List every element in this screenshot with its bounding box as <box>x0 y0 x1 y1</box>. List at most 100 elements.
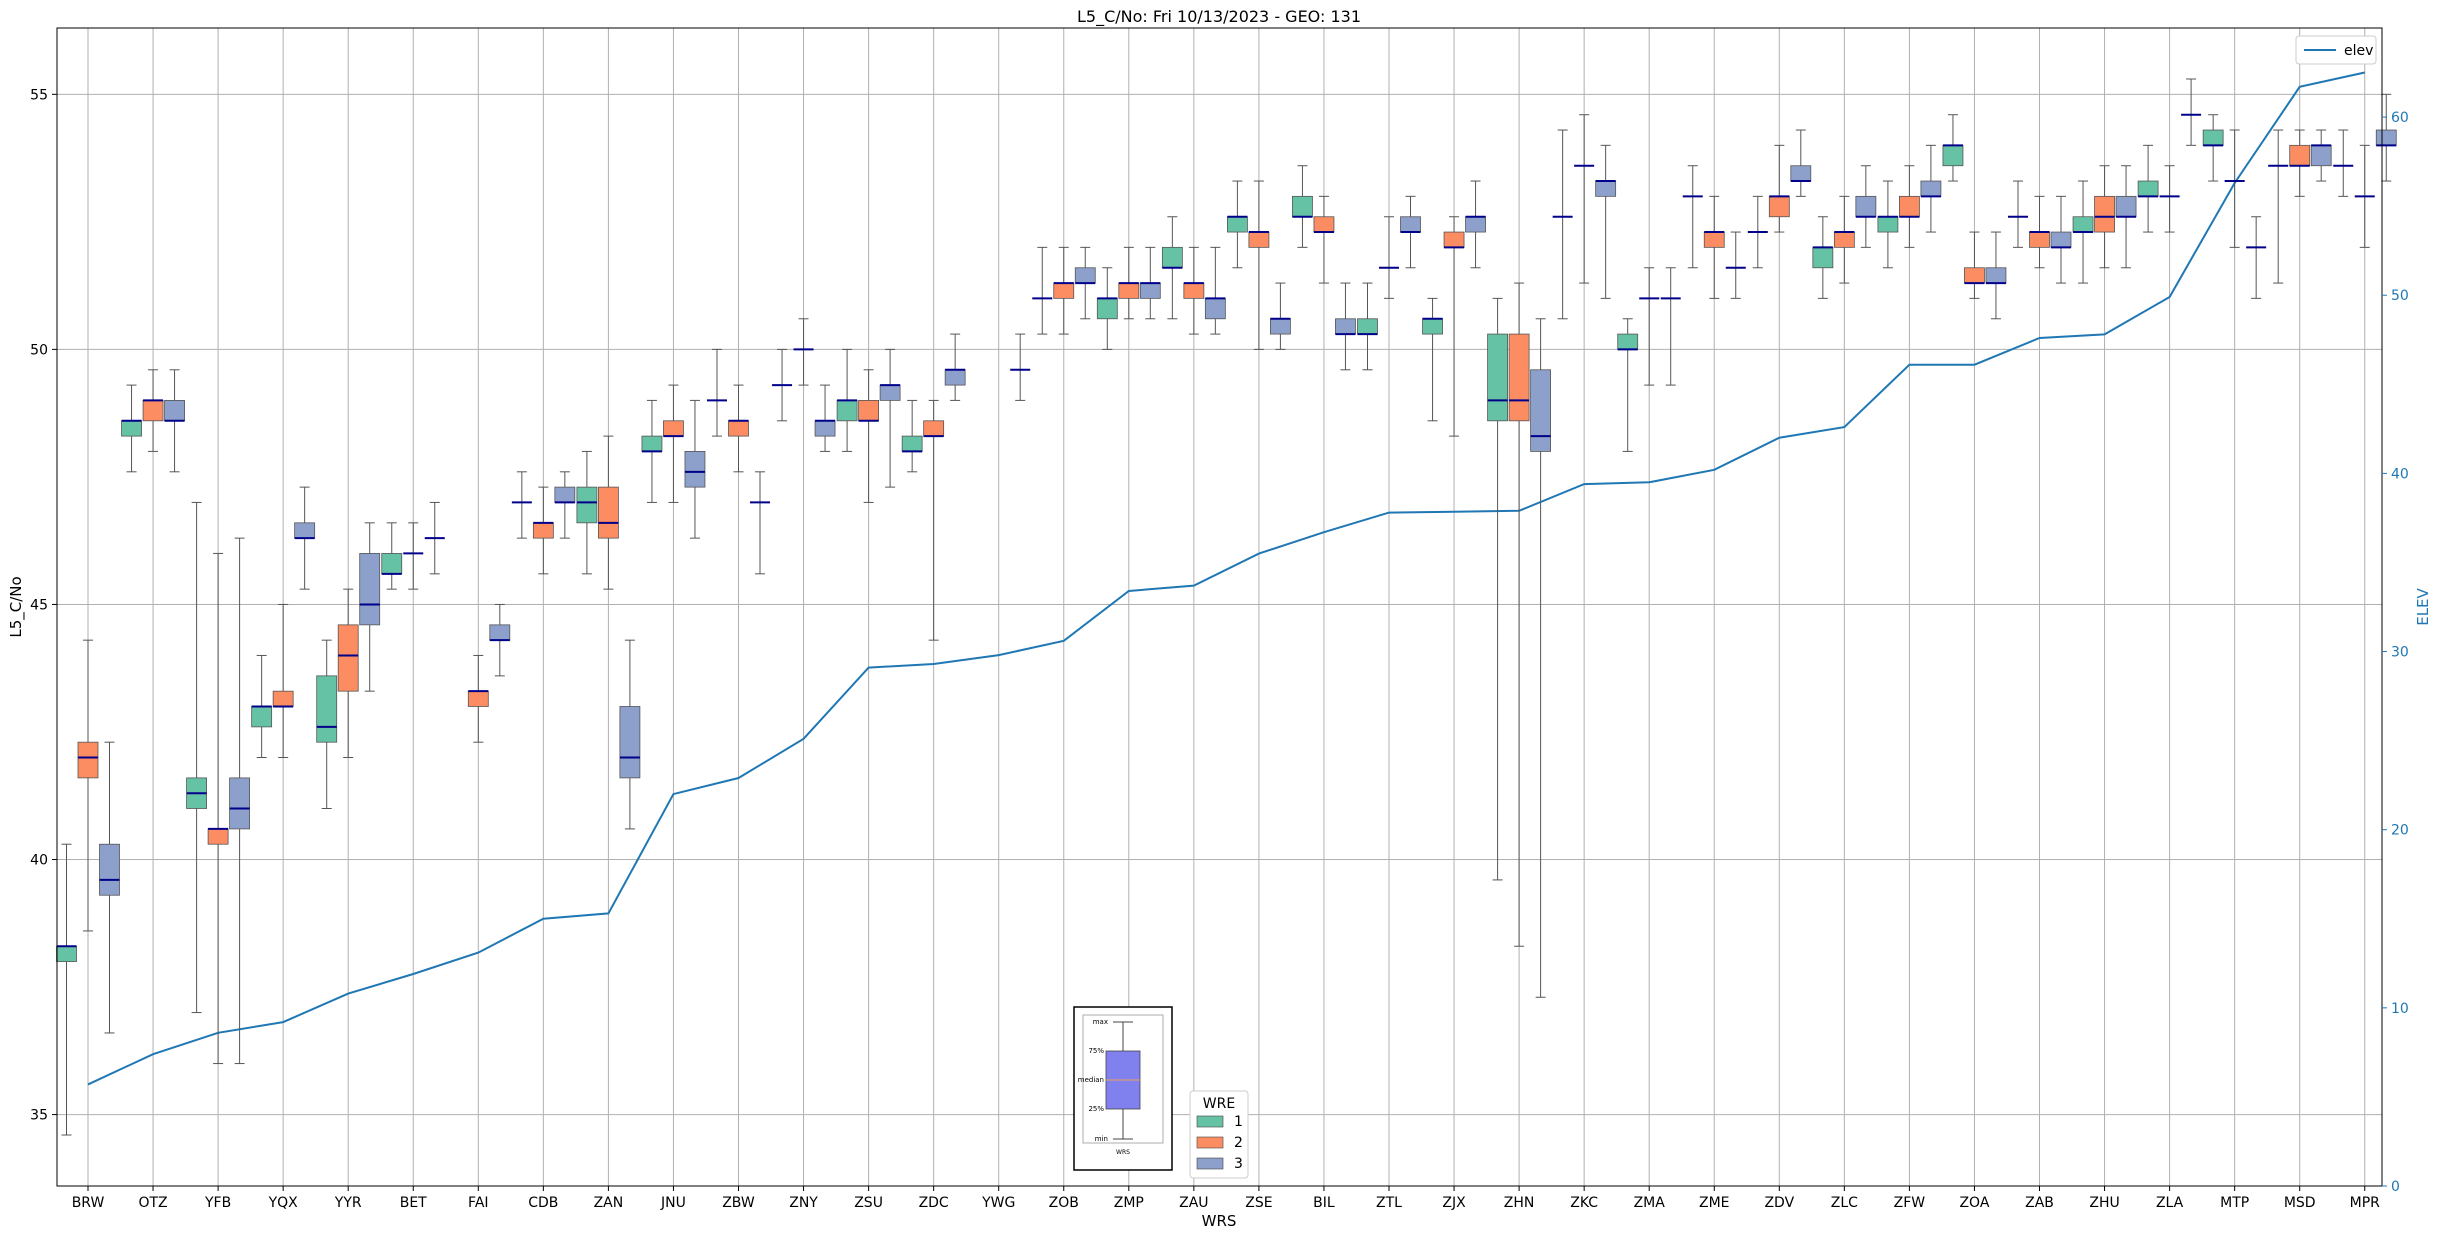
box-MSD-wre3 <box>2310 129 2332 182</box>
box-iqr <box>2137 180 2159 197</box>
box-iqr <box>1292 195 1313 218</box>
x-tick-label: ZLA <box>2156 1195 2184 1211</box>
box-YYR-wre2 <box>337 588 359 758</box>
box-BIL-wre3 <box>1335 282 1356 371</box>
x-tick-label: ZDV <box>1764 1195 1794 1211</box>
box-iqr <box>1812 246 1834 269</box>
box-iqr <box>272 690 294 707</box>
box-ZFW-wre2 <box>1899 165 1920 248</box>
y2-tick-label: 50 <box>2391 288 2409 304</box>
box-iqr <box>1595 180 1617 197</box>
box-iqr <box>1357 318 1378 335</box>
box-iqr <box>1833 231 1855 248</box>
box-ZAN-wre3 <box>619 639 641 830</box>
box-ZOA-wre2 <box>1964 231 1985 299</box>
box-iqr <box>2050 231 2072 248</box>
box-ZHU-wre2 <box>2094 165 2115 269</box>
box-BRW-wre2 <box>77 639 99 932</box>
box-iqr <box>1443 231 1465 248</box>
box-iqr <box>337 624 359 692</box>
box-iqr <box>684 451 706 488</box>
x-tick-label: ZFW <box>1894 1195 1926 1211</box>
y2-axis: 0 10 20 30 40 50 60 <box>2382 110 2409 1195</box>
box-OTZ-wre1 <box>121 384 142 473</box>
boxplot-key-inset: max 75% median 25% min WRS <box>1073 1006 1173 1171</box>
box-iqr <box>532 522 554 539</box>
box-OTZ-wre2 <box>142 369 164 452</box>
box-iqr <box>2289 144 2311 167</box>
box-YFB-wre2 <box>207 552 229 1065</box>
box-JNU-wre1 <box>641 399 663 503</box>
box-BIL-wre1 <box>1292 165 1313 248</box>
box-ZMP-wre2 <box>1118 246 1140 320</box>
box-iqr <box>1270 318 1291 335</box>
box-iqr <box>1703 231 1725 248</box>
box-iqr <box>1204 297 1226 320</box>
wre-legend-swatch-3 <box>1196 1157 1224 1170</box>
box-iqr <box>1118 282 1140 299</box>
x-tick-label: ZDC <box>919 1195 949 1211</box>
box-ZHN-wre1 <box>1487 297 1508 881</box>
x-tick-label: ZMP <box>1114 1195 1144 1211</box>
box-iqr <box>728 420 749 437</box>
y2-tick-label: 60 <box>2391 110 2409 126</box>
box-iqr <box>1530 369 1551 452</box>
box-iqr <box>1985 267 2007 284</box>
wre-legend-label-2: 2 <box>1234 1135 1243 1151</box>
box-iqr <box>1248 231 1270 248</box>
x-axis-label: WRS <box>1202 1212 1237 1230</box>
plot-frame <box>56 27 2383 1187</box>
box-MTP-wre1 <box>2202 114 2224 182</box>
x-tick-label: ZHN <box>1504 1195 1535 1211</box>
x-tick-label: ZHU <box>2089 1195 2119 1211</box>
box-ZLC-wre2 <box>1833 195 1855 284</box>
box-ZAB-wre2 <box>2029 195 2050 269</box>
box-iqr <box>229 777 251 830</box>
box-YQX-wre2 <box>272 603 294 758</box>
x-tick-label: ZOB <box>1049 1195 1079 1211</box>
x-tick-label: MPR <box>2350 1195 2381 1211</box>
box-iqr <box>1855 195 1877 218</box>
box-iqr <box>2029 231 2050 248</box>
box-ZDV-wre3 <box>1790 129 1812 197</box>
x-tick-label: ZME <box>1699 1195 1730 1211</box>
elev-legend-label: elev <box>2344 43 2373 59</box>
box-ZTL-wre3 <box>1400 195 1421 269</box>
box-iqr <box>641 435 663 452</box>
box-iqr <box>879 384 901 401</box>
box-ZDC-wre1 <box>901 399 923 473</box>
box-iqr <box>489 624 511 641</box>
y-axis-label: L5_C/No <box>7 576 26 637</box>
box-ZHN-wre2 <box>1508 282 1530 947</box>
y-axis: 35 40 45 50 55 <box>30 87 57 1124</box>
box-iqr <box>1942 144 1964 167</box>
box-JNU-wre3 <box>684 399 706 539</box>
x-tick-label: ZLC <box>1831 1195 1858 1211</box>
y2-tick-label: 30 <box>2391 645 2409 661</box>
box-ZJX-wre2 <box>1443 216 1465 437</box>
box-YYR-wre3 <box>359 522 381 692</box>
box-iqr <box>467 690 489 707</box>
box-iqr <box>1899 195 1920 218</box>
box-iqr <box>1465 216 1486 233</box>
box-iqr <box>294 522 316 539</box>
x-tick-label: ZTL <box>1376 1195 1402 1211</box>
box-CDB-wre3 <box>554 471 576 539</box>
box-iqr <box>121 420 142 437</box>
box-MTP-wre3 <box>2246 216 2267 299</box>
box-iqr <box>619 706 641 779</box>
x-tick-label: BET <box>400 1195 427 1211</box>
box-ZMA-wre3 <box>1660 267 1681 386</box>
box-iqr <box>836 399 858 422</box>
box-ZAB-wre1 <box>2008 180 2028 248</box>
box-BRW-wre1 <box>56 843 77 1136</box>
box-iqr <box>1790 165 1812 182</box>
box-ZBW-wre1 <box>707 348 727 437</box>
box-ZAB-wre3 <box>2050 195 2072 284</box>
inset-label-q1: 25% <box>1088 1105 1104 1113</box>
box-iqr <box>1096 297 1118 320</box>
x-tick-label: ZKC <box>1570 1195 1598 1211</box>
x-tick-label: ZAU <box>1179 1195 1208 1211</box>
box-ZSE-wre1 <box>1227 180 1248 269</box>
box-MPR-wre1 <box>2333 129 2354 197</box>
